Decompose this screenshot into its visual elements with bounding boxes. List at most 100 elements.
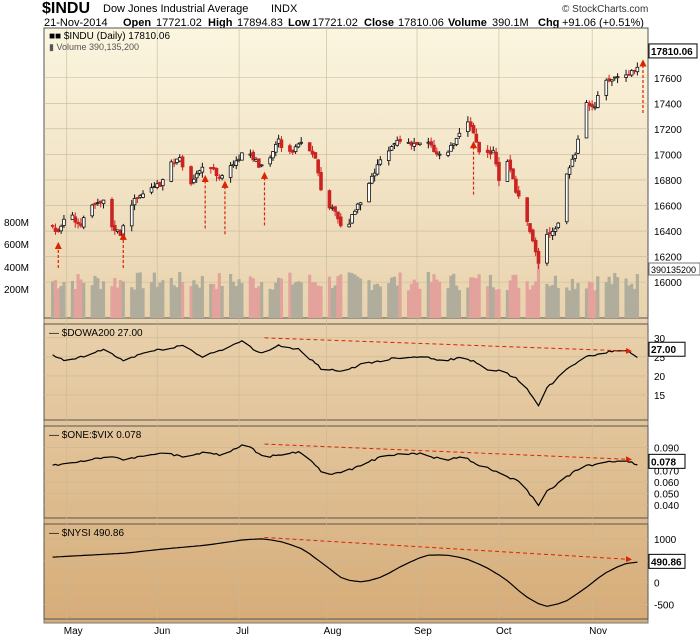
- price-tick-label: 16000: [654, 278, 682, 289]
- volume-bar: [375, 283, 380, 318]
- panel-frame-2: [43, 323, 649, 421]
- volume-bar: [130, 287, 134, 318]
- volume-bar: [415, 282, 419, 318]
- panel-frame-3: [43, 425, 649, 519]
- candle-body: [200, 166, 205, 173]
- volume-bar: [197, 287, 202, 318]
- volume-bar: [79, 279, 83, 318]
- volume-bar: [254, 287, 258, 318]
- candle-body: [627, 73, 631, 76]
- volume-bar: [310, 282, 315, 318]
- volume-bar: [172, 285, 176, 318]
- volume-bar: [82, 282, 86, 318]
- indicator-last-box: [648, 553, 686, 569]
- candle-body: [293, 146, 298, 152]
- volume-bar: [545, 283, 549, 318]
- volume-bar: [426, 271, 430, 318]
- candle-body: [370, 175, 374, 184]
- candle-body: [313, 152, 318, 159]
- candle-body: [485, 149, 490, 153]
- indicator-last-box: [648, 341, 686, 357]
- volume-bar: [288, 272, 292, 318]
- indicator-tick-label: 1000: [654, 535, 677, 546]
- volume-bar: [93, 275, 97, 318]
- indicator-tick-label: 0.040: [654, 501, 679, 512]
- candle-body: [56, 229, 61, 233]
- candle-body: [358, 202, 363, 206]
- indicator-legend: — $DOWA200 27.00: [49, 328, 143, 339]
- candle-body: [336, 211, 340, 220]
- volume-bar: [635, 274, 639, 318]
- month-axis-label: Jun: [154, 626, 170, 637]
- close-label: Close: [364, 17, 394, 29]
- indicator-last-label: 0.078: [651, 457, 676, 468]
- company-name: Dow Jones Industrial Average: [103, 3, 249, 15]
- volume-bar: [373, 284, 377, 318]
- candle-body: [158, 181, 162, 187]
- candle-body: [180, 156, 185, 168]
- volume-bar: [299, 282, 303, 318]
- candle-body: [415, 141, 419, 145]
- low-value: 17721.02: [312, 17, 358, 29]
- volume-bar: [251, 278, 255, 318]
- candle-body: [192, 178, 196, 184]
- divergence-trendline: [264, 337, 632, 354]
- candle-body: [511, 168, 515, 180]
- volume-bar: [553, 275, 558, 318]
- volume-bar: [409, 283, 413, 318]
- volume-bar: [99, 289, 103, 318]
- volume-bar: [505, 290, 510, 318]
- volume-bar: [62, 282, 66, 318]
- volume-bar: [268, 288, 272, 318]
- price-tick-label: 16200: [654, 253, 682, 264]
- volume-bar: [398, 272, 402, 318]
- volume-bar: [101, 281, 106, 318]
- candle-body: [152, 186, 157, 188]
- candle-body: [435, 151, 439, 155]
- volume-bar: [596, 276, 600, 318]
- candle-body: [604, 79, 609, 96]
- candle-body: [214, 168, 219, 177]
- volume-bar: [567, 290, 572, 318]
- indicator-tick-label: 0.090: [654, 444, 679, 455]
- indicator-tick-label: 25: [654, 353, 666, 364]
- candle-body: [545, 233, 549, 264]
- volume-bar: [73, 289, 77, 318]
- volume-bar: [551, 284, 555, 318]
- volume-bar: [180, 282, 185, 318]
- volume-bar: [406, 290, 411, 318]
- candle-body: [593, 106, 597, 109]
- month-axis-label: Oct: [496, 626, 512, 637]
- volume-bar: [141, 288, 145, 318]
- volume-bar: [59, 285, 63, 318]
- price-tick-label: 16400: [654, 227, 682, 238]
- candle-body: [177, 157, 182, 162]
- candle-body: [251, 151, 255, 161]
- volume-bar: [192, 280, 196, 318]
- indicator-last-box: [648, 453, 686, 469]
- volume-bar: [76, 274, 80, 318]
- indicator-tick-label: 0.050: [654, 490, 679, 501]
- candle-body: [474, 133, 479, 143]
- candle-body: [553, 228, 558, 232]
- volume-bar: [271, 289, 275, 318]
- candle-body: [451, 143, 456, 146]
- volume-bar: [584, 288, 589, 318]
- volume-bar: [392, 276, 397, 318]
- volume-last-label: 390135200: [651, 265, 696, 275]
- volume-bar: [169, 277, 173, 318]
- volume-bar: [438, 281, 442, 318]
- candle-body: [118, 229, 123, 236]
- volume-bar: [528, 289, 532, 318]
- price-tick-label: 17400: [654, 99, 682, 110]
- indicator-tick-label: -500: [654, 600, 674, 611]
- candle-body: [110, 198, 114, 228]
- candle-body: [508, 159, 513, 171]
- volume-bar: [110, 286, 114, 318]
- candle-body: [338, 216, 343, 227]
- candle-body: [149, 187, 154, 193]
- quote-date: 21-Nov-2014: [44, 17, 108, 29]
- candle-body: [307, 142, 312, 152]
- candle-body: [468, 121, 473, 128]
